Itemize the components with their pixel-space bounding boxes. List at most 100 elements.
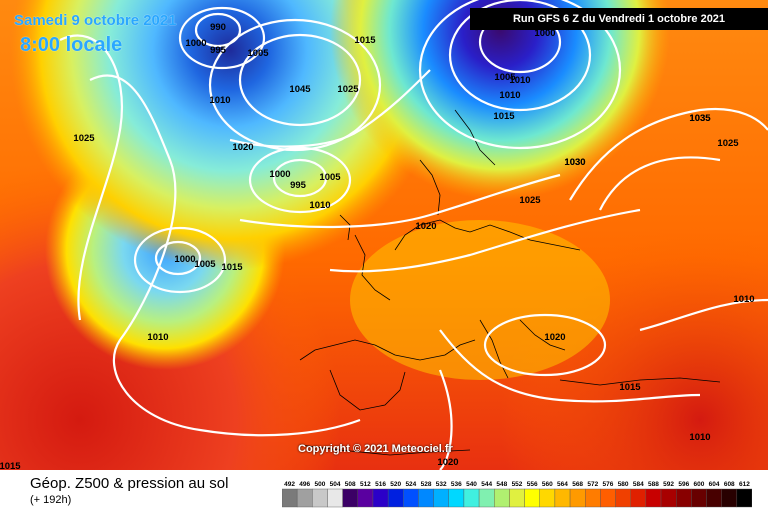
isobar-label: 995	[290, 180, 307, 191]
colorbar-tick-label: 612	[739, 481, 750, 488]
isobar-label: 1030	[564, 157, 585, 168]
colorbar-tick-label: 560	[542, 481, 553, 488]
isobar-label: 1015	[354, 35, 376, 46]
colorbar-swatch	[539, 488, 556, 508]
colorbar-tick-label: 544	[481, 481, 492, 488]
colorbar-tick-label: 596	[678, 481, 689, 488]
colorbar-swatch	[433, 488, 449, 508]
colorbar-swatch	[282, 488, 298, 508]
colorbar-tick-label: 524	[405, 481, 416, 488]
isobar-label: 1000	[534, 28, 555, 39]
colorbar-swatch	[357, 488, 374, 508]
isobar-label: 1025	[73, 133, 95, 144]
forecast-time: 8:00 locale	[20, 34, 123, 56]
colorbar-swatch	[494, 488, 510, 508]
isobar-label: 1015	[619, 382, 641, 393]
colorbar-tick-label: 548	[496, 481, 507, 488]
isobar-label: 1010	[309, 200, 330, 211]
colorbar-swatch	[675, 488, 692, 508]
isobar-label: 1005	[247, 48, 269, 59]
colorbar-swatch	[418, 488, 434, 508]
colorbar-swatch	[721, 488, 738, 508]
colorbar-swatch	[645, 488, 662, 508]
isobar-label: 1020	[232, 142, 253, 153]
colorbar-tick-label: 536	[451, 481, 462, 488]
colorbar-tick-label: 572	[587, 481, 598, 488]
colorbar-swatch	[372, 488, 389, 508]
colorbar-tick-label: 512	[360, 481, 371, 488]
isobar-label: 1020	[415, 221, 436, 232]
isobar-label: 1025	[519, 195, 541, 206]
isobar-label: 1010	[733, 294, 754, 305]
colorbar-tick-label: 580	[618, 481, 629, 488]
colorbar-tick-label: 508	[345, 481, 356, 488]
colorbar-tick-label: 556	[527, 481, 538, 488]
colorbar: 492 496 500 504 508 512 516 520 524 528 532 536 540 5…	[282, 481, 752, 508]
colorbar-swatch	[706, 488, 722, 508]
lead-time: (+ 192h)	[30, 494, 72, 506]
colorbar-swatch	[327, 488, 343, 508]
colorbar-swatch	[296, 488, 313, 508]
colorbar-tick-label: 516	[375, 481, 386, 488]
forecast-date: Samedi 9 octobre 2021	[14, 12, 177, 29]
isobar-label: 1030	[564, 157, 585, 168]
isobar-label: 1010	[147, 332, 168, 343]
colorbar-swatch	[660, 488, 677, 508]
run-banner: Run GFS 6 Z du Vendredi 1 octobre 2021	[470, 8, 768, 30]
isobar-label: 1010	[509, 75, 530, 86]
colorbar-swatch	[312, 488, 328, 508]
isobar-label: 1035	[689, 113, 711, 124]
colorbar-swatch	[342, 488, 359, 508]
colorbar-tick-label: 600	[694, 481, 705, 488]
colorbar-tick-label: 540	[466, 481, 477, 488]
cold-low-scandinavia	[0, 0, 768, 470]
colorbar-tick-label: 492	[284, 481, 295, 488]
colorbar-swatch	[524, 488, 540, 508]
colorbar-swatch	[600, 488, 616, 508]
colorbar-swatch	[615, 488, 631, 508]
colorbar-tick-label: 528	[421, 481, 432, 488]
colorbar-swatch	[403, 488, 419, 508]
isobar-label: 1025	[717, 138, 739, 149]
colorbar-swatch	[585, 488, 601, 508]
isobar-label: 1015	[0, 461, 21, 470]
isobar-label: 995	[210, 45, 227, 56]
colorbar-tick-label: 584	[633, 481, 644, 488]
isobar-label: 1020	[544, 332, 565, 343]
isobar-label: 1015	[493, 111, 515, 122]
isobar-label: 1000	[174, 254, 195, 265]
colorbar-tick-label: 592	[663, 481, 674, 488]
colorbar-swatch	[448, 488, 465, 508]
isobar-label: 1025	[337, 84, 359, 95]
isobar-label: 1000	[269, 169, 290, 180]
colorbar-tick-label: 552	[512, 481, 523, 488]
isobar-label: 1045	[289, 84, 311, 95]
colorbar-swatch	[569, 488, 586, 508]
colorbar-tick-label: 532	[436, 481, 447, 488]
colorbar-tick-label: 588	[648, 481, 659, 488]
isobar-label: 1010	[209, 95, 230, 106]
isobar-label: 1035	[689, 113, 711, 124]
colorbar-swatch	[387, 488, 404, 508]
isobar-label: 1010	[499, 90, 520, 101]
isobar-label: 1005	[319, 172, 341, 183]
copyright-text: Copyright © 2021 Meteociel.fr	[298, 443, 453, 455]
isobar-label: 1005	[194, 259, 216, 270]
colorbar-tick-label: 568	[572, 481, 583, 488]
isobar-lines	[59, 0, 768, 470]
colorbar-swatch	[691, 488, 707, 508]
colorbar-tick-label: 496	[299, 481, 310, 488]
colorbar-tick-label: 604	[709, 481, 720, 488]
colorbar-swatch	[736, 488, 752, 508]
chart-title: Géop. Z500 & pression au sol	[30, 475, 229, 492]
colorbar-tick-label: 564	[557, 481, 568, 488]
colorbar-tick-label: 520	[390, 481, 401, 488]
isobar-label: 1005	[494, 72, 516, 83]
colorbar-tick-label: 504	[330, 481, 341, 488]
isobar-label: 1010	[689, 432, 710, 443]
isobar-label: 1000	[185, 38, 206, 49]
isobar-label: 990	[210, 22, 226, 33]
colorbar-swatch	[554, 488, 571, 508]
